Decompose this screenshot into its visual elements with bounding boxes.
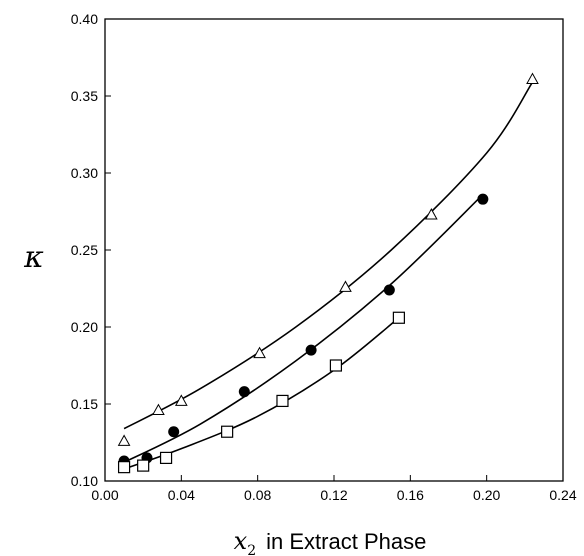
x-tick-label: 0.24 [549, 487, 576, 503]
x-axis-label-subscript: 2 [247, 543, 256, 556]
point-triangle [424, 208, 438, 220]
y-tick-label: 0.20 [71, 319, 98, 335]
point-circle [383, 284, 395, 296]
x-tick-label: 0.04 [168, 487, 195, 503]
y-tick-label: 0.35 [71, 88, 98, 104]
point-circle [238, 386, 250, 398]
y-tick-label: 0.10 [71, 473, 98, 489]
axis-ticks: 0.00 0.04 0.08 0.12 0.16 0.20 0.24 0.10 0.15 0.20… [71, 11, 577, 503]
x-tick-label: 0.00 [91, 487, 118, 503]
point-triangle [526, 72, 539, 84]
data-markers [117, 72, 539, 474]
x-axis-label-symbol: x [234, 527, 248, 555]
point-triangle [152, 403, 165, 416]
point-triangle [339, 280, 352, 292]
fit-curves [119, 81, 534, 471]
y-tick-label: 0.30 [71, 165, 98, 181]
x-axis-label: x2 in Extract Phase [234, 527, 427, 556]
point-triangle [117, 434, 131, 446]
x-tick-label: 0.12 [320, 487, 347, 503]
y-tick-label: 0.40 [71, 11, 98, 27]
point-square [117, 461, 131, 474]
x-tick-label: 0.20 [473, 487, 500, 503]
point-square [392, 311, 405, 324]
plot-area [104, 18, 564, 482]
point-square [329, 359, 343, 372]
plot-frame [104, 18, 564, 482]
x-tick-label: 0.16 [397, 487, 424, 503]
point-square [221, 425, 234, 438]
point-circle [305, 344, 317, 356]
point-circle [168, 426, 180, 438]
x-tick-label: 0.08 [244, 487, 271, 503]
y-tick-label: 0.15 [71, 396, 98, 412]
point-triangle [253, 346, 266, 359]
y-axis-label: κ [23, 240, 44, 275]
fit-curve-open-square [120, 317, 400, 471]
fit-curve-filled-circle [119, 193, 484, 465]
point-square [137, 459, 150, 472]
point-square [276, 394, 289, 408]
y-tick-label: 0.25 [71, 242, 98, 258]
fit-curve-open-triangle [123, 81, 534, 430]
point-circle [477, 193, 489, 205]
x-axis-label-text: in Extract Phase [266, 529, 426, 554]
point-triangle [174, 394, 188, 406]
point-square [159, 451, 173, 464]
